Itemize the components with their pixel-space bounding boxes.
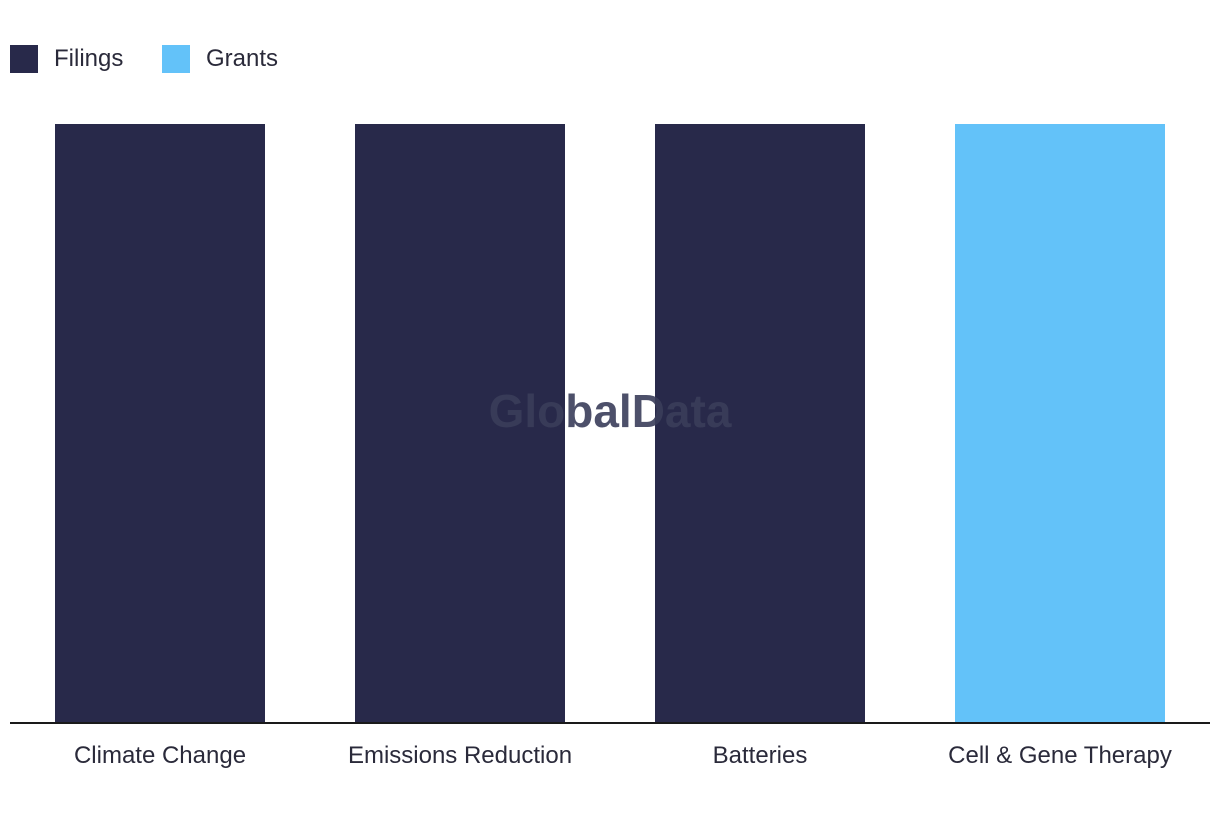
- x-tick-label: Emissions Reduction: [348, 742, 572, 769]
- watermark-logo: GlobalData: [489, 385, 732, 437]
- x-tick-labels: Climate Change Emissions Reduction Batteri…: [74, 742, 1172, 769]
- bar-filings-1: [355, 124, 565, 723]
- bar-filings-2: [655, 124, 865, 723]
- x-tick-label: Cell & Gene Therapy: [948, 742, 1172, 769]
- x-tick-label: Climate Change: [74, 742, 246, 769]
- bars-group: [55, 124, 1165, 723]
- bar-filings-0: [55, 124, 265, 723]
- bar-grants-3: [955, 124, 1165, 723]
- legend: Filings Grants: [10, 45, 278, 73]
- legend-label-filings: Filings: [54, 45, 123, 72]
- legend-label-grants: Grants: [206, 45, 278, 72]
- legend-swatch-grants: [162, 45, 190, 73]
- legend-swatch-filings: [10, 45, 38, 73]
- x-tick-label: Batteries: [713, 742, 808, 769]
